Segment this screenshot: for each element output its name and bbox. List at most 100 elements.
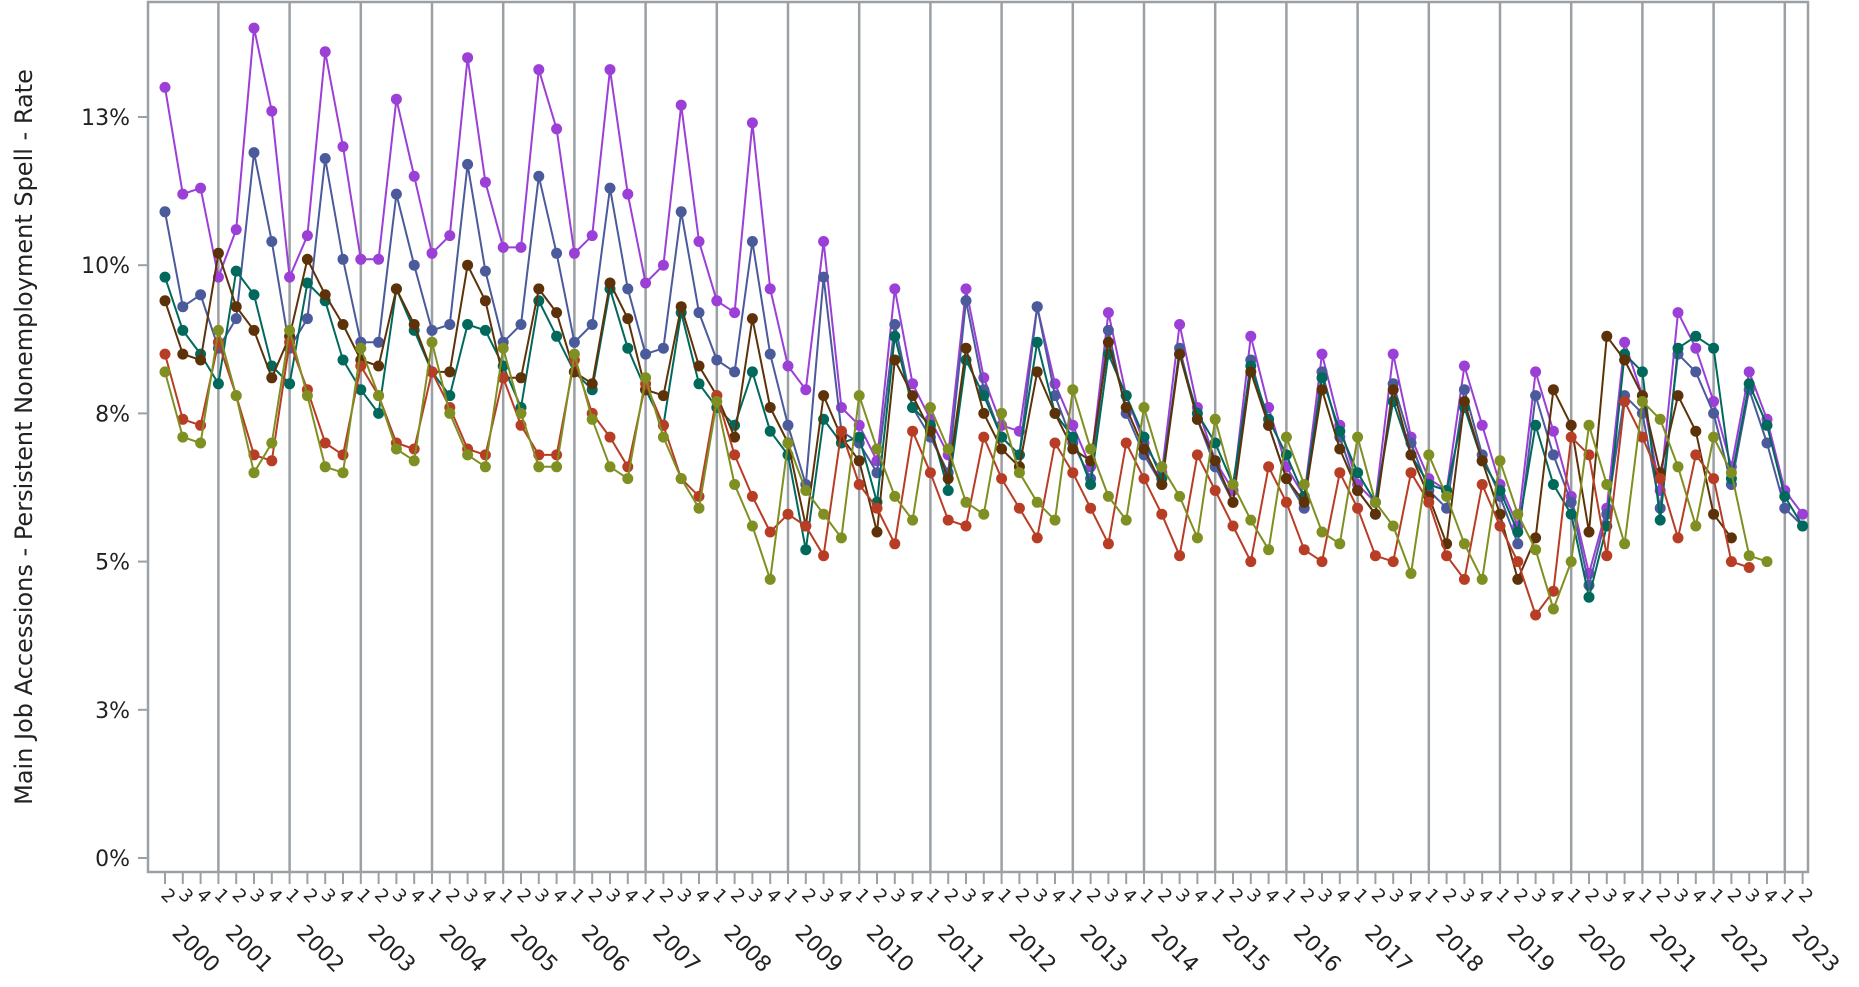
data-point xyxy=(942,485,954,496)
data-point xyxy=(390,443,402,455)
data-point xyxy=(782,508,794,520)
data-point xyxy=(1280,473,1292,485)
data-point xyxy=(818,550,830,562)
data-point xyxy=(551,123,563,135)
data-point xyxy=(1245,514,1257,526)
data-point xyxy=(818,271,830,283)
data-point xyxy=(1120,437,1132,449)
data-point xyxy=(1352,502,1364,514)
data-point xyxy=(1174,490,1186,502)
data-point xyxy=(301,230,313,242)
data-point xyxy=(924,402,936,413)
data-point xyxy=(746,117,758,129)
data-point xyxy=(390,283,402,295)
data-point xyxy=(230,301,242,313)
data-point xyxy=(266,372,278,384)
data-point xyxy=(1298,496,1310,508)
data-point xyxy=(1779,502,1791,514)
data-point xyxy=(729,479,741,490)
data-point xyxy=(1690,425,1702,437)
data-point xyxy=(533,64,545,76)
data-point xyxy=(586,230,598,242)
data-point xyxy=(996,473,1008,485)
data-point xyxy=(764,348,776,360)
data-point xyxy=(1565,431,1577,443)
data-point xyxy=(426,247,438,259)
data-point xyxy=(1743,550,1755,562)
data-point xyxy=(462,449,474,461)
data-point xyxy=(1405,467,1417,479)
data-point xyxy=(479,449,491,461)
data-point xyxy=(657,431,669,443)
data-point xyxy=(1601,550,1613,562)
data-point xyxy=(266,236,278,247)
data-point xyxy=(1565,556,1577,568)
data-point xyxy=(230,313,242,325)
data-point xyxy=(444,230,456,242)
data-point xyxy=(230,224,242,236)
data-point xyxy=(533,283,545,295)
data-point xyxy=(764,283,776,295)
data-point xyxy=(1797,520,1809,532)
data-point xyxy=(1779,490,1791,502)
data-point xyxy=(675,206,687,218)
data-point xyxy=(462,319,474,330)
data-point xyxy=(195,437,207,449)
data-point xyxy=(1476,479,1488,490)
data-point xyxy=(1156,479,1168,490)
data-point xyxy=(1067,467,1079,479)
data-point xyxy=(1102,336,1114,348)
data-point xyxy=(675,301,687,313)
data-point xyxy=(1031,532,1043,544)
data-point xyxy=(319,461,331,473)
data-point xyxy=(871,502,883,514)
data-point xyxy=(1138,443,1150,455)
data-point xyxy=(497,342,509,354)
data-point xyxy=(889,354,901,366)
data-point xyxy=(390,188,402,200)
data-point xyxy=(390,93,402,105)
data-point xyxy=(533,461,545,473)
data-point xyxy=(337,319,349,330)
data-point xyxy=(212,247,224,259)
data-point xyxy=(1423,496,1435,508)
data-point xyxy=(622,473,634,485)
data-point xyxy=(657,390,669,402)
data-point xyxy=(889,319,901,330)
data-point xyxy=(1690,520,1702,532)
data-point xyxy=(515,319,527,330)
data-point xyxy=(586,378,598,390)
data-point xyxy=(248,147,260,159)
data-point xyxy=(818,236,830,247)
data-point xyxy=(266,105,278,117)
data-point xyxy=(1530,609,1542,621)
data-point xyxy=(319,289,331,301)
data-point xyxy=(960,520,972,532)
data-point xyxy=(1120,402,1132,413)
data-point xyxy=(693,502,705,514)
data-point xyxy=(515,407,527,419)
data-point xyxy=(1031,366,1043,378)
data-point xyxy=(1316,372,1328,384)
data-point xyxy=(1387,556,1399,568)
data-point xyxy=(907,425,919,437)
data-point xyxy=(373,390,385,402)
data-point xyxy=(1690,366,1702,378)
data-point xyxy=(1245,556,1257,568)
data-point xyxy=(444,319,456,330)
data-point xyxy=(284,378,296,390)
plot-frame xyxy=(146,0,1810,874)
data-point xyxy=(1352,485,1364,496)
data-point xyxy=(1441,490,1453,502)
data-point xyxy=(800,384,812,396)
data-point xyxy=(515,241,527,253)
data-point xyxy=(818,390,830,402)
data-point xyxy=(640,372,652,384)
data-point xyxy=(515,372,527,384)
data-point xyxy=(1049,407,1061,419)
data-point xyxy=(1636,431,1648,443)
data-point xyxy=(1494,455,1506,467)
data-point xyxy=(907,390,919,402)
data-point xyxy=(622,342,634,354)
data-point xyxy=(1102,307,1114,319)
